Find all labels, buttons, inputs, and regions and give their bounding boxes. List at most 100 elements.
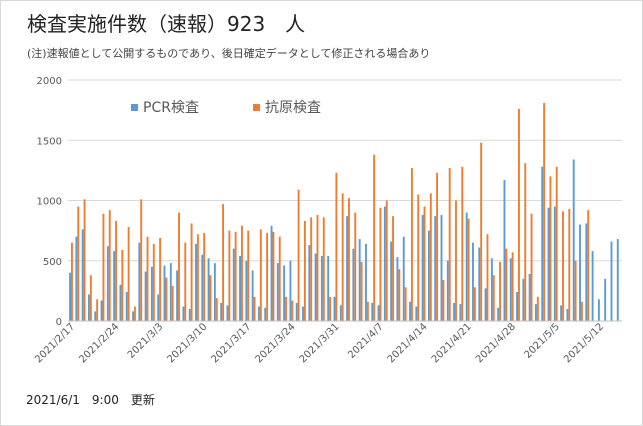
bar-pcr xyxy=(257,306,260,321)
bar-pcr xyxy=(94,311,97,321)
bar-antigen xyxy=(379,207,382,321)
bar-antigen xyxy=(291,300,294,321)
bar-antigen xyxy=(115,220,117,321)
bar-antigen xyxy=(499,261,502,321)
bar-pcr xyxy=(566,308,569,321)
bar-antigen xyxy=(222,204,225,321)
bar-antigen xyxy=(392,216,394,321)
bar-pcr xyxy=(560,305,563,321)
bar-antigen xyxy=(436,172,439,321)
bar-antigen xyxy=(587,210,590,321)
bar-antigen xyxy=(178,212,180,321)
bar-pcr xyxy=(365,243,367,321)
bar-antigen xyxy=(209,275,212,321)
bar-antigen xyxy=(196,234,199,321)
bar-pcr xyxy=(604,278,607,321)
bar-pcr xyxy=(138,242,141,321)
bar-antigen xyxy=(549,176,552,321)
bar-pcr xyxy=(239,255,241,321)
bar-antigen xyxy=(480,142,483,321)
bar-antigen xyxy=(511,252,514,321)
bar-pcr xyxy=(339,305,342,321)
bar-pcr xyxy=(509,258,512,321)
bar-pcr xyxy=(125,292,128,321)
bar-pcr xyxy=(421,214,424,321)
bar-pcr xyxy=(201,254,204,321)
bar-pcr xyxy=(415,306,418,321)
bar-pcr xyxy=(597,299,600,321)
bar-antigen xyxy=(524,163,527,321)
bar-pcr xyxy=(352,248,355,321)
bar-pcr xyxy=(69,272,72,321)
bar-antigen xyxy=(385,200,388,321)
bar-pcr xyxy=(333,296,336,321)
bar-antigen xyxy=(133,306,136,321)
bar-antigen xyxy=(259,229,262,321)
bar-pcr xyxy=(176,270,179,321)
bar-antigen xyxy=(492,275,495,321)
bar-antigen xyxy=(574,260,577,321)
bar-pcr xyxy=(490,258,493,321)
bar-antigen xyxy=(410,167,413,321)
legend-label-pcr: PCR検査 xyxy=(143,100,199,116)
bar-pcr xyxy=(465,212,468,321)
bar-antigen xyxy=(146,236,149,321)
bar-pcr xyxy=(522,278,525,321)
x-tick-label: 2021/3/3 xyxy=(126,321,166,361)
bar-antigen xyxy=(108,210,111,321)
bar-antigen xyxy=(278,236,281,321)
bar-pcr xyxy=(88,294,90,321)
bar-antigen xyxy=(121,249,124,321)
bar-pcr xyxy=(295,302,298,321)
bar-antigen xyxy=(448,167,451,321)
bar-antigen xyxy=(297,189,300,321)
update-timestamp: 2021/6/1 9:00 更新 xyxy=(26,393,155,407)
bar-antigen xyxy=(285,296,287,321)
bar-pcr xyxy=(251,270,254,321)
bar-pcr xyxy=(390,241,393,321)
bar-antigen xyxy=(127,227,130,321)
bar-pcr xyxy=(308,245,311,321)
bar-pcr xyxy=(264,307,267,321)
bar-antigen xyxy=(341,193,344,321)
y-tick-label: 0 xyxy=(56,317,62,328)
y-tick-label: 2000 xyxy=(37,76,62,87)
bar-pcr xyxy=(616,239,619,321)
bar-pcr xyxy=(144,271,147,321)
bar-antigen xyxy=(373,154,376,321)
bar-pcr xyxy=(547,207,550,321)
bar-pcr xyxy=(528,274,531,321)
bar-antigen xyxy=(71,242,73,321)
y-tick-label: 1000 xyxy=(37,197,62,208)
x-tick-label: 2021/3/31 xyxy=(298,321,342,365)
bar-pcr xyxy=(113,251,116,321)
bar-antigen xyxy=(165,277,168,321)
bar-antigen xyxy=(89,275,92,321)
bar-pcr xyxy=(320,255,323,321)
bar-antigen xyxy=(473,287,476,321)
bar-pcr xyxy=(440,214,443,321)
bar-pcr xyxy=(81,229,84,321)
x-tick-label: 2021/4/21 xyxy=(430,321,474,365)
bar-pcr xyxy=(188,308,191,321)
x-tick-label: 2021/3/17 xyxy=(210,321,254,365)
bar-pcr xyxy=(232,248,235,321)
bar-antigen xyxy=(543,102,546,322)
bar-pcr xyxy=(163,265,166,321)
bar-antigen xyxy=(467,218,470,321)
bar-pcr xyxy=(383,206,386,321)
bar-pcr xyxy=(585,223,588,321)
x-tick-label: 2021/4/28 xyxy=(474,321,518,365)
bar-antigen xyxy=(461,166,464,321)
bar-antigen xyxy=(354,212,357,321)
bar-antigen xyxy=(568,208,571,321)
x-tick-label: 2021/5/12 xyxy=(562,321,606,365)
bar-antigen xyxy=(423,206,426,321)
bar-antigen xyxy=(530,213,533,321)
bar-antigen xyxy=(83,199,86,321)
bar-antigen xyxy=(348,198,350,321)
bar-pcr xyxy=(314,253,317,321)
bar-antigen xyxy=(190,223,193,321)
